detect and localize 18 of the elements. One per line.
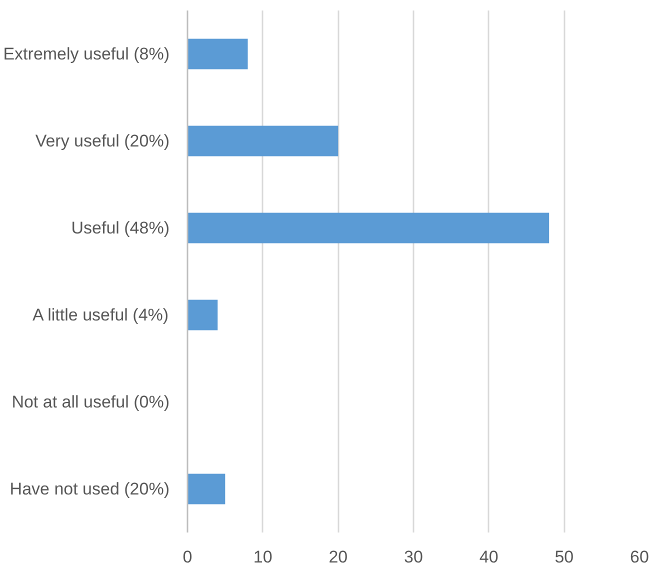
y-tick-label: Have not used (20%) bbox=[10, 480, 170, 498]
x-tick-label: 40 bbox=[479, 548, 498, 565]
bar bbox=[188, 38, 248, 70]
x-tick-label: 0 bbox=[182, 548, 192, 565]
x-tick-label: 50 bbox=[554, 548, 574, 565]
bar bbox=[188, 474, 226, 504]
x-tick-label: 20 bbox=[328, 548, 348, 565]
bar bbox=[188, 300, 218, 330]
x-tick-label: 10 bbox=[253, 548, 272, 565]
y-tick-label: Not at all useful (0%) bbox=[12, 392, 170, 412]
x-tick-label: 30 bbox=[404, 548, 423, 565]
y-tick-label: Extremely useful (8%) bbox=[3, 44, 170, 64]
y-tick-label: A little useful (4%) bbox=[32, 306, 169, 324]
x-tick-label: 60 bbox=[630, 548, 649, 565]
y-tick-label: Useful (48%) bbox=[71, 218, 170, 238]
y-tick-label: Very useful (20%) bbox=[35, 132, 170, 150]
bar bbox=[188, 126, 338, 156]
bar bbox=[188, 212, 550, 244]
